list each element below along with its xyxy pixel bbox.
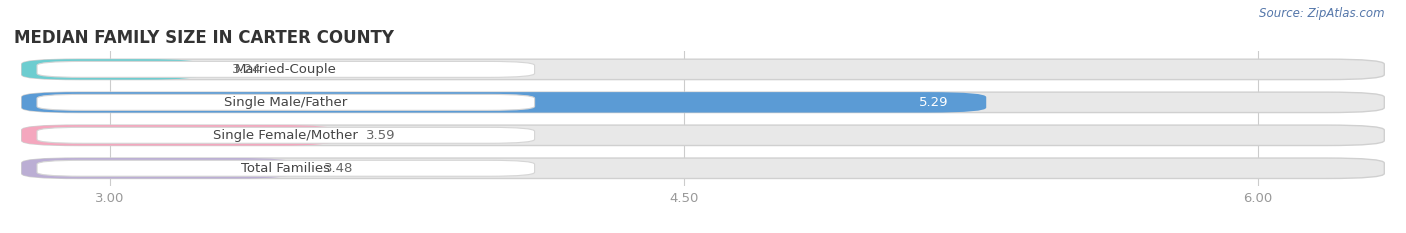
Text: MEDIAN FAMILY SIZE IN CARTER COUNTY: MEDIAN FAMILY SIZE IN CARTER COUNTY — [14, 29, 394, 47]
FancyBboxPatch shape — [37, 160, 534, 176]
FancyBboxPatch shape — [21, 59, 1385, 80]
Text: 5.29: 5.29 — [918, 96, 948, 109]
FancyBboxPatch shape — [21, 125, 336, 146]
Text: Married-Couple: Married-Couple — [235, 63, 337, 76]
FancyBboxPatch shape — [21, 158, 294, 178]
FancyBboxPatch shape — [37, 62, 534, 77]
Text: Single Male/Father: Single Male/Father — [224, 96, 347, 109]
FancyBboxPatch shape — [21, 59, 201, 80]
FancyBboxPatch shape — [21, 125, 1385, 146]
Text: Source: ZipAtlas.com: Source: ZipAtlas.com — [1260, 7, 1385, 20]
FancyBboxPatch shape — [21, 92, 1385, 113]
Text: 3.59: 3.59 — [366, 129, 395, 142]
Text: 3.24: 3.24 — [232, 63, 262, 76]
FancyBboxPatch shape — [37, 94, 534, 110]
FancyBboxPatch shape — [37, 127, 534, 143]
FancyBboxPatch shape — [21, 92, 986, 113]
Text: Single Female/Mother: Single Female/Mother — [214, 129, 359, 142]
Text: Total Families: Total Families — [242, 162, 330, 175]
FancyBboxPatch shape — [21, 158, 1385, 178]
Text: 3.48: 3.48 — [323, 162, 353, 175]
